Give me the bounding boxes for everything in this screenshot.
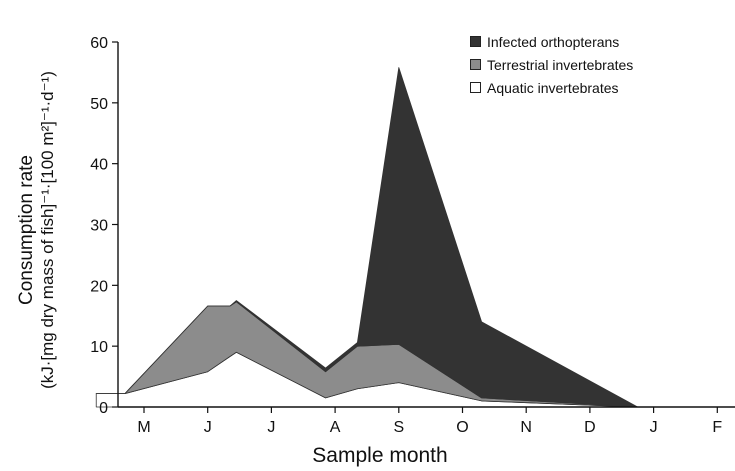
axes-group: 0 10 20 30 40 50 60 M J J A S O N D J F (90, 35, 735, 436)
legend-label: Infected orthopterans (487, 33, 620, 50)
x-tick-label: S (393, 419, 404, 436)
x-tick-label: J (267, 419, 275, 436)
legend-swatch (470, 36, 481, 47)
area-series-group (95, 67, 735, 408)
legend-swatch (470, 59, 481, 70)
x-tick-label: A (330, 419, 341, 436)
legend-item-terrestrial-invertebrates: Terrestrial invertebrates (470, 53, 633, 76)
legend-swatch (470, 82, 481, 93)
y-tick-label: 40 (90, 157, 108, 174)
y-tick-label: 10 (90, 339, 108, 356)
y-axis-title: Consumption rate (kJ·[mg dry mass of fis… (16, 30, 58, 430)
legend-label: Aquatic invertebrates (487, 79, 619, 96)
y-tick-label: 30 (90, 218, 108, 235)
legend-item-aquatic-invertebrates: Aquatic invertebrates (470, 76, 633, 99)
legend-label: Terrestrial invertebrates (487, 56, 634, 73)
x-tick-label: J (204, 419, 212, 436)
y-axis-title-line1: Consumption rate (16, 154, 37, 305)
x-tick-label: J (650, 419, 658, 436)
y-tick-label: 60 (90, 35, 108, 52)
x-tick-label: N (520, 419, 532, 436)
x-tick-label: F (712, 419, 722, 436)
y-tick-label: 0 (99, 400, 108, 417)
y-axis-title-line2: (kJ·[mg dry mass of fish]⁻¹·[100 m²]⁻¹·d… (38, 70, 57, 389)
y-tick-label: 20 (90, 278, 108, 295)
legend-item-infected-orthopterans: Infected orthopterans (470, 30, 633, 53)
legend: Infected orthopterans Terrestrial invert… (470, 30, 633, 99)
x-axis-title: Sample month (312, 444, 448, 467)
x-tick-label: O (456, 419, 468, 436)
area-infected-orthopterans (95, 67, 735, 408)
x-tick-label: D (584, 419, 596, 436)
x-tick-label: M (137, 419, 150, 436)
y-tick-label: 50 (90, 96, 108, 113)
